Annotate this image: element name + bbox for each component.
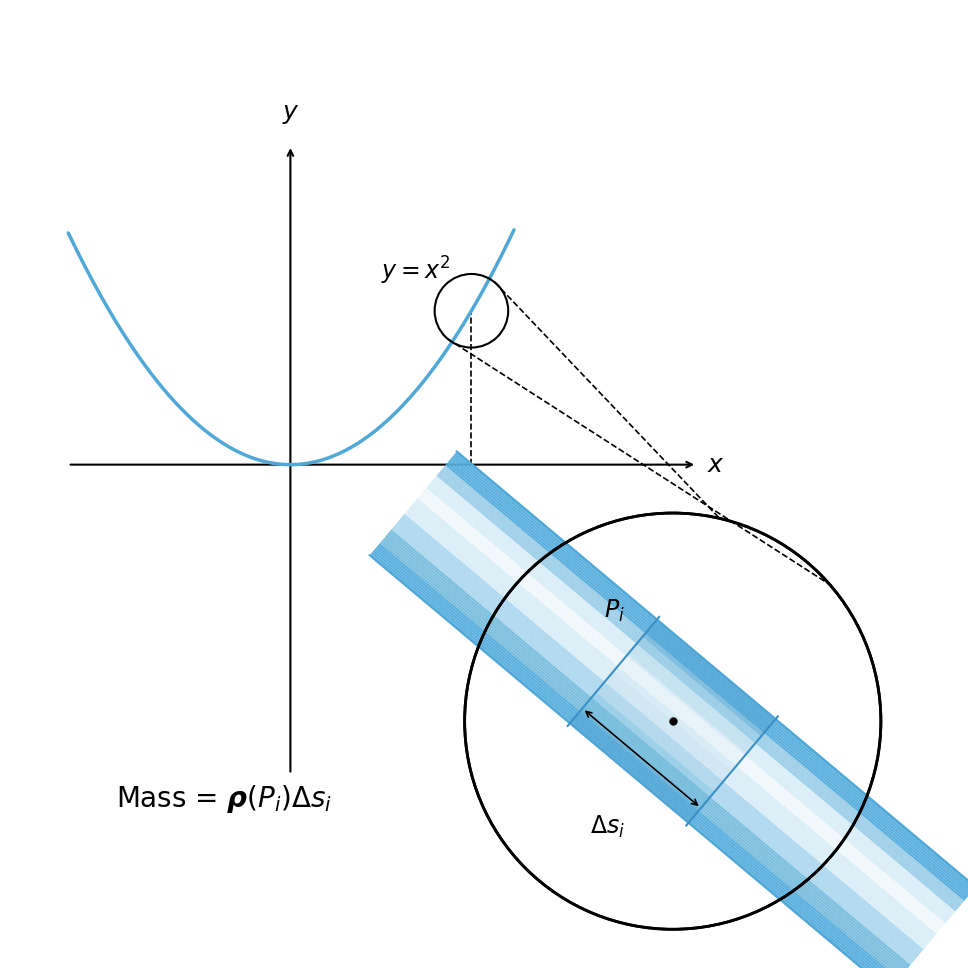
Text: $y = x^2$: $y = x^2$ xyxy=(381,255,451,287)
Polygon shape xyxy=(442,467,963,904)
Polygon shape xyxy=(381,540,902,968)
Polygon shape xyxy=(634,644,755,746)
Polygon shape xyxy=(384,536,905,968)
Polygon shape xyxy=(448,460,968,897)
Polygon shape xyxy=(637,640,758,743)
Polygon shape xyxy=(435,475,955,913)
Polygon shape xyxy=(370,554,891,968)
Polygon shape xyxy=(590,696,711,799)
Polygon shape xyxy=(576,712,697,816)
Polygon shape xyxy=(402,516,923,953)
Polygon shape xyxy=(397,521,918,958)
Polygon shape xyxy=(373,550,893,968)
Polygon shape xyxy=(646,630,767,733)
Text: $P_i$: $P_i$ xyxy=(604,598,625,624)
Polygon shape xyxy=(452,455,968,892)
Polygon shape xyxy=(388,531,909,968)
Polygon shape xyxy=(410,505,931,943)
Polygon shape xyxy=(432,479,953,917)
Polygon shape xyxy=(443,466,964,902)
Polygon shape xyxy=(596,688,717,792)
Polygon shape xyxy=(573,716,694,819)
Polygon shape xyxy=(396,523,917,959)
Polygon shape xyxy=(622,657,743,761)
Polygon shape xyxy=(608,675,729,778)
Polygon shape xyxy=(582,706,703,809)
Polygon shape xyxy=(599,685,720,788)
Polygon shape xyxy=(416,499,937,935)
Polygon shape xyxy=(437,474,957,911)
Polygon shape xyxy=(374,548,894,968)
Polygon shape xyxy=(425,488,946,925)
Polygon shape xyxy=(403,514,923,951)
Polygon shape xyxy=(377,545,897,968)
Text: $x$: $x$ xyxy=(707,453,724,476)
Polygon shape xyxy=(625,654,746,757)
Polygon shape xyxy=(413,501,934,939)
Polygon shape xyxy=(654,620,775,722)
Polygon shape xyxy=(651,623,772,726)
Polygon shape xyxy=(429,483,950,920)
Polygon shape xyxy=(440,469,961,906)
Polygon shape xyxy=(371,552,892,968)
Text: $\Delta s_i$: $\Delta s_i$ xyxy=(590,813,625,840)
Polygon shape xyxy=(414,499,935,937)
Polygon shape xyxy=(643,633,764,737)
Polygon shape xyxy=(446,462,967,899)
Polygon shape xyxy=(588,699,709,802)
Polygon shape xyxy=(631,648,752,750)
Polygon shape xyxy=(570,720,691,823)
Polygon shape xyxy=(393,526,914,963)
Polygon shape xyxy=(614,668,735,771)
Polygon shape xyxy=(455,451,968,889)
Polygon shape xyxy=(378,543,899,968)
Polygon shape xyxy=(399,519,920,956)
Polygon shape xyxy=(411,503,932,941)
Polygon shape xyxy=(422,492,943,928)
Polygon shape xyxy=(585,703,706,805)
Polygon shape xyxy=(382,538,903,968)
Polygon shape xyxy=(417,497,938,934)
Polygon shape xyxy=(400,517,921,954)
Polygon shape xyxy=(394,524,915,961)
Polygon shape xyxy=(405,512,925,950)
Polygon shape xyxy=(628,650,749,754)
Polygon shape xyxy=(445,464,966,901)
Polygon shape xyxy=(602,681,723,785)
Polygon shape xyxy=(649,626,770,730)
Polygon shape xyxy=(408,508,928,946)
Polygon shape xyxy=(431,481,952,919)
Polygon shape xyxy=(593,692,714,795)
Polygon shape xyxy=(423,490,944,926)
Polygon shape xyxy=(379,541,900,968)
Polygon shape xyxy=(620,661,741,764)
Polygon shape xyxy=(439,470,960,908)
Polygon shape xyxy=(579,710,700,812)
Polygon shape xyxy=(406,510,926,948)
Polygon shape xyxy=(387,532,908,968)
Polygon shape xyxy=(385,534,906,968)
Polygon shape xyxy=(438,472,958,910)
Polygon shape xyxy=(391,528,912,965)
Polygon shape xyxy=(605,679,726,781)
Polygon shape xyxy=(451,457,968,894)
Polygon shape xyxy=(640,637,761,740)
Polygon shape xyxy=(376,547,896,968)
Polygon shape xyxy=(454,453,968,891)
Text: $y$: $y$ xyxy=(282,102,299,126)
Polygon shape xyxy=(449,459,968,895)
Polygon shape xyxy=(434,477,954,915)
Polygon shape xyxy=(611,672,732,774)
Polygon shape xyxy=(390,529,911,967)
Text: Mass = $\boldsymbol{\rho}(P_i)\Delta s_i$: Mass = $\boldsymbol{\rho}(P_i)\Delta s_i… xyxy=(116,782,332,815)
Polygon shape xyxy=(419,495,940,932)
Polygon shape xyxy=(617,664,738,768)
Polygon shape xyxy=(428,484,949,922)
Polygon shape xyxy=(420,493,941,930)
Polygon shape xyxy=(426,486,947,923)
Polygon shape xyxy=(408,507,929,944)
